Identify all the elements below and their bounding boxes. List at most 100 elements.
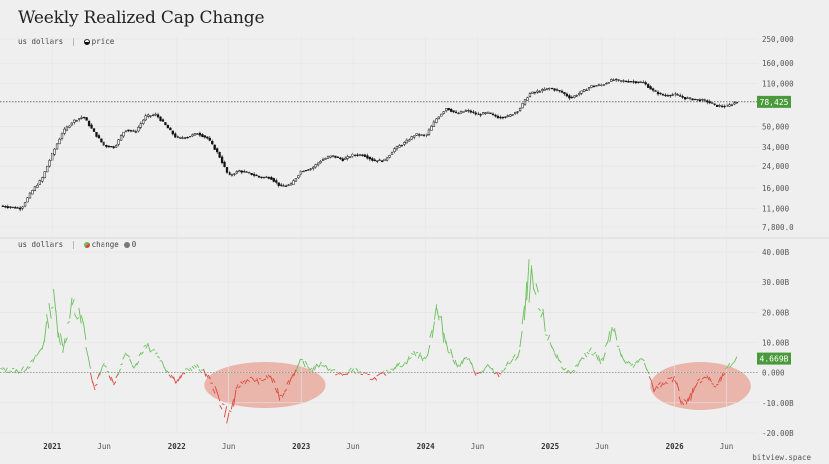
- change-legend-item[interactable]: change: [83, 240, 119, 249]
- change-segment: [551, 346, 555, 353]
- candle-body: [193, 133, 197, 136]
- candle-body: [420, 134, 423, 136]
- candle-body: [144, 115, 147, 121]
- change-segment: [4, 367, 8, 373]
- change-segment: [424, 355, 428, 360]
- candle-body: [80, 116, 83, 119]
- change-segment: [607, 331, 611, 344]
- candle-body: [324, 158, 327, 160]
- candle-body: [361, 154, 364, 157]
- change-segment: [302, 360, 306, 368]
- candle-body: [321, 159, 325, 162]
- candle-body: [728, 104, 731, 107]
- current-change-badge: [757, 352, 791, 365]
- change-segment: [244, 379, 248, 385]
- change-segment: [591, 353, 594, 356]
- candle-body: [647, 84, 650, 88]
- candle-body: [627, 81, 630, 83]
- candle-body: [454, 111, 458, 113]
- change-segment: [475, 372, 479, 374]
- zero-legend-item[interactable]: 0: [123, 240, 136, 249]
- change-segment: [713, 385, 717, 388]
- candle-body: [179, 136, 182, 139]
- candle-body: [642, 81, 645, 84]
- change-segment: [586, 351, 590, 355]
- candle-body: [55, 143, 59, 150]
- candle-body: [582, 89, 586, 93]
- candle-body: [440, 113, 443, 117]
- candle-body: [363, 154, 367, 157]
- candle-icon: [83, 39, 90, 45]
- candle-body: [75, 120, 78, 122]
- candle-body: [203, 135, 206, 138]
- change-segment: [503, 367, 507, 371]
- change-segment: [417, 352, 421, 359]
- legend-separator: |: [71, 37, 76, 46]
- candle-body: [344, 157, 347, 160]
- candle-body: [213, 144, 216, 150]
- change-segment: [616, 345, 620, 347]
- change-segment: [528, 268, 532, 303]
- change-segment: [440, 315, 445, 343]
- candle-body: [38, 180, 41, 185]
- candle-body: [393, 148, 396, 152]
- candle-body: [366, 155, 369, 159]
- candle-body: [637, 81, 640, 83]
- change-segment: [344, 373, 347, 376]
- candle-body: [708, 101, 711, 104]
- candle-body: [331, 155, 335, 157]
- candle-body: [590, 85, 593, 88]
- change-segment: [101, 362, 105, 368]
- candle-body: [413, 135, 416, 138]
- candle-body: [504, 116, 507, 118]
- highlight-layer: [204, 362, 751, 410]
- candle-body: [669, 94, 672, 97]
- change-segment: [90, 372, 94, 384]
- candle-body: [661, 93, 665, 96]
- x-tick-label: Jun: [720, 442, 734, 451]
- x-tick-label: Jun: [97, 442, 111, 451]
- candle-body: [649, 86, 652, 90]
- candle-body: [410, 136, 413, 140]
- change-segment: [120, 363, 123, 366]
- candle-body: [550, 88, 554, 90]
- candle-body: [486, 111, 490, 114]
- change-segment: [76, 317, 80, 320]
- change-segment: [674, 380, 678, 385]
- change-segment: [175, 378, 179, 384]
- change-segment: [701, 376, 705, 380]
- change-segment: [297, 358, 301, 366]
- change-segment: [59, 333, 64, 347]
- change-segment: [131, 365, 135, 369]
- change-segment: [727, 363, 731, 367]
- candle-body: [353, 154, 357, 157]
- zero-dot-icon: [123, 242, 130, 248]
- change-segment: [51, 306, 54, 309]
- change-segment: [173, 376, 177, 384]
- change-segment: [318, 361, 322, 368]
- top-y-tick-label: 7,800.0: [762, 223, 794, 232]
- price-legend-item[interactable]: price: [83, 37, 114, 46]
- change-segment: [625, 361, 629, 364]
- change-segment: [180, 372, 184, 379]
- change-segment: [32, 356, 36, 363]
- change-segment: [133, 362, 138, 368]
- candle-body: [548, 87, 551, 90]
- change-segment: [161, 361, 165, 369]
- change-segment: [240, 381, 244, 385]
- candle-body: [314, 164, 317, 168]
- candle-body: [284, 185, 288, 187]
- change-segment: [108, 375, 112, 381]
- candle-body: [90, 124, 93, 129]
- change-segment: [487, 364, 491, 368]
- change-segment: [341, 373, 345, 376]
- change-segment: [136, 360, 140, 366]
- change-segment: [85, 346, 89, 357]
- candle-body: [1, 205, 5, 207]
- change-segment: [25, 365, 29, 371]
- bottom-y-tick-label: 0.000: [762, 369, 785, 378]
- candle-body: [435, 118, 438, 123]
- candle-body: [501, 116, 505, 119]
- change-segment: [374, 376, 378, 381]
